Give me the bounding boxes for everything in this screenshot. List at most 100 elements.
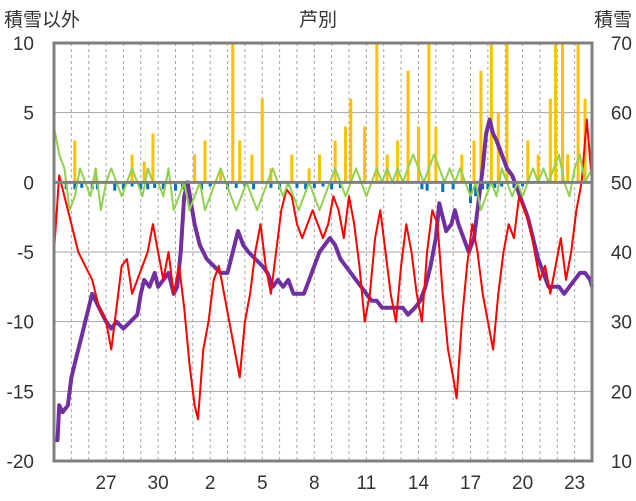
left-tick-label: 5	[23, 104, 34, 125]
x-tick-label: 2	[205, 473, 216, 494]
bar-3-16	[333, 140, 337, 183]
bar-3-24	[416, 126, 420, 183]
bar-3-14	[307, 168, 311, 183]
bar-4-27	[330, 182, 334, 190]
bar-4-2	[80, 182, 84, 188]
series-line-2	[53, 126, 593, 212]
x-axis-ticks: 27 30 2 5 8 11 14 17 20 23	[95, 473, 585, 494]
bar-4-7	[130, 182, 134, 187]
x-tick-label: 8	[309, 473, 320, 494]
right-tick-label: 30	[611, 313, 632, 334]
left-tick-label: -10	[7, 313, 34, 334]
bar-4-19	[252, 182, 256, 190]
bar-3-35	[548, 98, 552, 183]
bar-4-5	[113, 182, 117, 191]
right-tick-label: 10	[611, 452, 632, 473]
bar-3-18	[349, 98, 353, 183]
bar-4-31	[441, 182, 445, 193]
bar-3-33	[526, 140, 530, 183]
bar-3-8	[231, 43, 235, 183]
left-tick-label: -20	[7, 452, 34, 473]
bar-3-3	[142, 161, 146, 183]
bar-4-30	[425, 182, 429, 191]
bar-3-5	[193, 154, 197, 183]
x-tick-label: 30	[148, 473, 169, 494]
plot-frame	[52, 41, 594, 463]
bar-4-23	[295, 182, 299, 188]
bar-4-40	[521, 182, 525, 187]
bar-3-23	[406, 70, 410, 183]
left-tick-label: 0	[23, 173, 34, 194]
bar-3-0	[73, 140, 77, 183]
series-line-1	[53, 118, 593, 421]
right-tick-label: 20	[611, 382, 632, 403]
bar-3-30	[489, 43, 493, 183]
bar-3-10	[250, 154, 254, 183]
bar-3-36	[554, 43, 558, 183]
x-tick-label: 17	[460, 473, 481, 494]
series-line-0	[54, 117, 594, 443]
bar-4-12	[173, 182, 177, 191]
bar-4-34	[474, 182, 478, 197]
right-tick-label: 70	[611, 34, 632, 55]
bar-4-20	[269, 182, 273, 188]
bar-4-38	[500, 182, 504, 187]
bar-4-14	[200, 182, 204, 190]
bar-4-28	[338, 182, 342, 188]
bar-4-17	[234, 182, 238, 188]
left-axis-title: 積雪以外	[4, 9, 80, 31]
right-tick-label: 50	[611, 173, 632, 194]
bar-3-13	[290, 154, 294, 183]
bar-4-9	[146, 182, 150, 190]
x-tick-label: 5	[257, 473, 268, 494]
x-tick-label: 23	[564, 473, 585, 494]
bar-3-28	[472, 140, 476, 183]
bar-3-7	[219, 168, 223, 183]
bar-3-26	[434, 126, 438, 183]
bar-4-32	[451, 182, 455, 190]
x-tick-label: 11	[357, 473, 377, 494]
bar-4-36	[486, 182, 490, 190]
left-tick-label: 10	[13, 34, 34, 55]
right-axis-title: 積雪	[594, 9, 632, 31]
bar-3-11	[260, 98, 264, 183]
left-tick-label: -15	[7, 382, 34, 403]
bar-3-6	[203, 140, 207, 183]
bar-4-33	[469, 182, 473, 204]
bar-4-24	[304, 182, 308, 190]
left-axis-ticks: 10 5 0 -5 -10 -15 -20	[7, 34, 34, 473]
bar-4-10	[153, 182, 157, 188]
bar-3-22	[396, 140, 400, 183]
bar-3-38	[566, 154, 570, 183]
bar-3-9	[238, 140, 242, 183]
bar-3-32	[505, 43, 509, 183]
right-tick-label: 40	[611, 243, 632, 264]
x-tick-label: 14	[408, 473, 430, 494]
x-tick-label: 20	[512, 473, 533, 494]
bar-3-15	[318, 154, 322, 183]
bar-3-37	[560, 43, 564, 183]
bar-4-35	[481, 182, 485, 190]
bar-4-15	[208, 182, 212, 187]
right-tick-label: 60	[611, 104, 632, 125]
bar-4-29	[420, 182, 424, 190]
bar-series	[64, 43, 587, 204]
x-tick-label: 27	[95, 473, 116, 494]
bar-3-25	[427, 43, 431, 183]
right-axis-ticks: 70 60 50 40 30 20 10	[611, 34, 632, 473]
bar-3-4	[151, 133, 155, 183]
bar-3-27	[460, 154, 464, 183]
bar-4-26	[321, 182, 325, 187]
bar-3-39	[576, 43, 580, 183]
bar-4-6	[121, 182, 125, 190]
bar-3-19	[363, 126, 367, 183]
chart-title: 芦別	[299, 9, 337, 31]
line-series	[53, 117, 594, 443]
bar-4-37	[493, 182, 497, 188]
bar-4-11	[161, 182, 165, 190]
bar-4-8	[139, 182, 143, 190]
bar-3-34	[536, 154, 540, 183]
bar-3-29	[479, 70, 483, 183]
